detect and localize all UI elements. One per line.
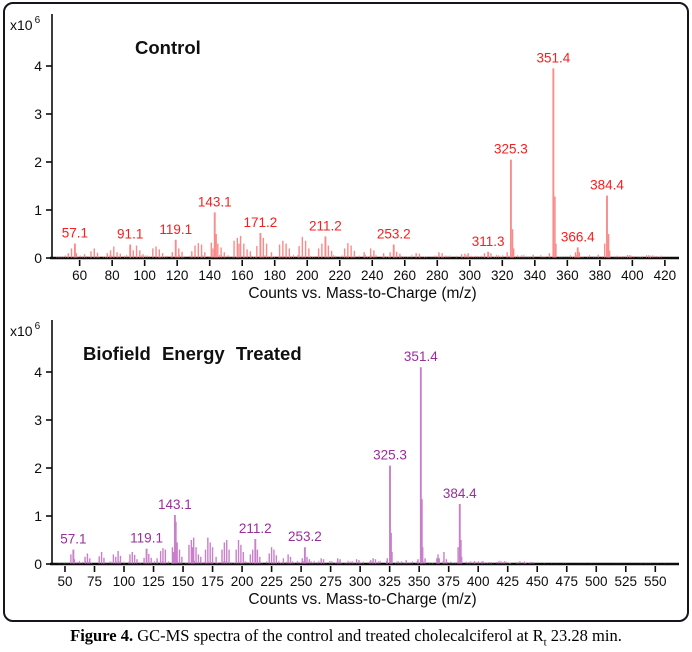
peak-label: 366.4 <box>561 229 595 244</box>
peak-label: 384.4 <box>590 178 624 193</box>
control-spectrum-chart: x10 6 0 1 2 3 4 60 80 100 120 140 160 180 200 220 240 260… <box>10 14 679 302</box>
y-axis-tick-label: 2 <box>34 154 42 170</box>
panel-title: Control <box>135 37 201 58</box>
x-axis-title: Counts vs. Mass-to-Charge (m/z) <box>248 591 476 608</box>
peak-label: 143.1 <box>158 497 192 512</box>
caption-subscript: t <box>543 636 547 649</box>
x-axis-tick-label: 60 <box>72 268 87 283</box>
y-axis-tick-label: 3 <box>34 106 42 122</box>
y-axis-tick-label: 0 <box>34 250 42 266</box>
x-axis-tick-label: 400 <box>467 574 490 589</box>
peak-label: 119.1 <box>159 222 192 237</box>
figure-border-box: x10 6 0 1 2 3 4 60 80 100 120 140 160 180 200 220 240 260… <box>3 2 689 622</box>
x-axis-tick-label: 140 <box>198 268 221 283</box>
x-axis-tick-label: 160 <box>231 268 254 283</box>
y-axis-exponent-label: x10 6 <box>10 15 41 33</box>
caption-text: GC-MS spectra of the control and treated… <box>133 626 544 645</box>
x-axis-tick-label: 80 <box>105 268 120 283</box>
peak-label: 119.1 <box>130 531 163 546</box>
x-axis-tick-label: 320 <box>491 268 514 283</box>
caption-tail: 23.28 min. <box>546 626 622 645</box>
y-axis-tick-label: 4 <box>34 58 42 74</box>
peak-label: 171.2 <box>244 215 278 230</box>
peak-label: 384.4 <box>443 486 477 501</box>
x-axis-tick-label: 325 <box>378 574 401 589</box>
x-axis-tick-label: 425 <box>496 574 519 589</box>
x-axis-tick-label: 525 <box>615 574 638 589</box>
x-axis-tick-label: 120 <box>166 268 189 283</box>
x-axis-tick-label: 50 <box>57 574 72 589</box>
minor-peaks <box>67 196 651 258</box>
x-axis-tick-label: 380 <box>589 268 612 283</box>
x-axis-tick-label: 450 <box>526 574 549 589</box>
peak-label: 325.3 <box>494 142 528 157</box>
minor-peaks <box>70 499 527 564</box>
caption-figure-label: Figure 4. <box>70 626 134 645</box>
y-axis-tick-label: 1 <box>34 508 42 524</box>
x-axis-tick-label: 500 <box>585 574 608 589</box>
labeled-peaks: 57.1 119.1 143.1 211.2 253.2 325.3 351.4 384.4 <box>60 349 477 564</box>
labeled-peaks: 57.1 91.1 119.1 143.1 171.2 211.2 253.2 311.3 32… <box>62 50 624 258</box>
peak-label: 211.2 <box>309 218 342 233</box>
peak-label: 311.3 <box>472 234 505 249</box>
peak-label: 211.2 <box>239 521 272 536</box>
x-axis-tick-label: 240 <box>361 268 384 283</box>
x-axis-tick-label: 150 <box>172 574 195 589</box>
figure-caption: Figure 4. GC-MS spectra of the control a… <box>0 626 692 648</box>
peak-label: 325.3 <box>373 448 407 463</box>
x-axis-tick-label: 125 <box>142 574 165 589</box>
x-axis-tick-label: 220 <box>328 268 351 283</box>
peak-label: 253.2 <box>377 227 411 242</box>
x-axis-tick-label: 75 <box>87 574 102 589</box>
y-axis-tick-label: 3 <box>34 412 42 428</box>
y-axis-exponent-label: x10 6 <box>10 321 41 339</box>
y-axis-tick-label: 4 <box>34 364 42 380</box>
panel-title: Biofield Energy Treated <box>83 343 302 364</box>
axes: 0 1 2 3 4 60 80 100 120 140 160 180 200 220 240 260 280 3… <box>34 14 679 283</box>
peak-label: 143.1 <box>198 194 232 209</box>
x-axis-tick-label: 375 <box>437 574 460 589</box>
x-axis-tick-label: 200 <box>231 574 254 589</box>
x-axis-tick-label: 200 <box>296 268 319 283</box>
y-axis-tick-label: 2 <box>34 460 42 476</box>
x-axis-tick-label: 475 <box>555 574 578 589</box>
x-axis-tick-label: 250 <box>290 574 313 589</box>
x-axis-tick-label: 300 <box>349 574 372 589</box>
x-axis-title: Counts vs. Mass-to-Charge (m/z) <box>248 285 476 302</box>
peak-label: 57.1 <box>60 532 86 547</box>
x-axis-tick-label: 340 <box>524 268 547 283</box>
x-axis-tick-label: 550 <box>644 574 667 589</box>
y-axis-tick-label: 1 <box>34 202 42 218</box>
x-axis-tick-label: 350 <box>408 574 431 589</box>
x-axis-tick-label: 400 <box>621 268 644 283</box>
x-axis-tick-label: 225 <box>260 574 283 589</box>
x-axis-tick-label: 180 <box>263 268 286 283</box>
x-axis-tick-label: 260 <box>394 268 417 283</box>
peak-label: 351.4 <box>536 50 570 65</box>
x-axis-tick-label: 420 <box>654 268 677 283</box>
x-axis-tick-label: 100 <box>113 574 136 589</box>
peak-label: 91.1 <box>117 227 143 242</box>
x-axis-tick-label: 300 <box>459 268 482 283</box>
x-axis-tick-label: 360 <box>556 268 579 283</box>
baseline-noise <box>56 254 662 258</box>
peak-label: 57.1 <box>62 226 88 241</box>
peak-label: 351.4 <box>404 349 438 364</box>
y-axis-tick-label: 0 <box>34 556 42 572</box>
x-axis-tick-label: 280 <box>426 268 449 283</box>
x-axis-tick-label: 275 <box>319 574 342 589</box>
peak-label: 253.2 <box>288 529 322 544</box>
x-axis-tick-label: 100 <box>133 268 156 283</box>
x-axis-tick-label: 175 <box>201 574 224 589</box>
